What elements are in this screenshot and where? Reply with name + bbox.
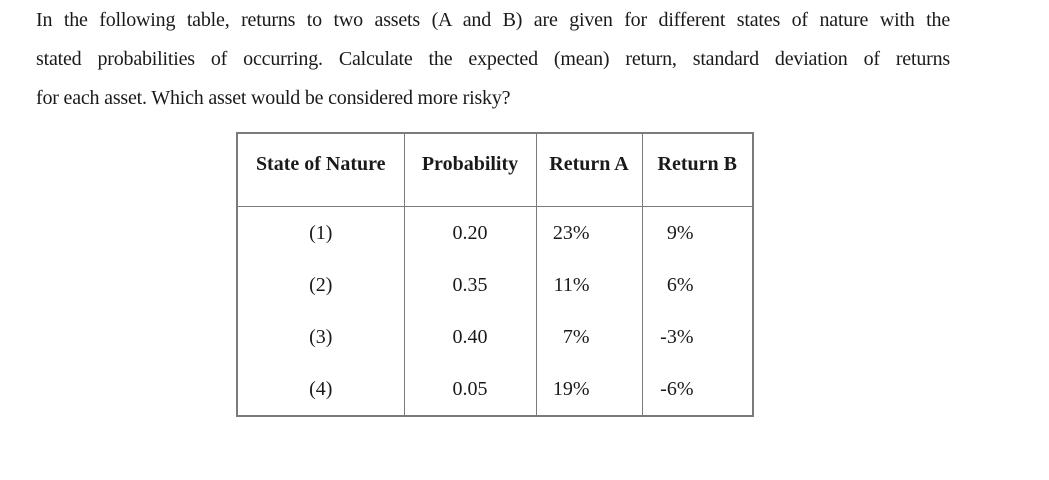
- cell-state: (3): [236, 311, 405, 363]
- table-header-row: State of Nature Probability Return A Ret…: [236, 133, 754, 207]
- table-row: (2) 0.35 11% 6%: [236, 259, 754, 311]
- return-a-value: 7%: [562, 325, 590, 348]
- return-a-value: 19%: [552, 377, 590, 400]
- return-b-value: -6%: [660, 377, 694, 400]
- cell-return-b: 9%: [641, 206, 754, 259]
- question-line: for each asset. Which asset would be con…: [36, 87, 511, 109]
- cell-probability: 0.05: [403, 363, 537, 416]
- table-row: (3) 0.40 7% -3%: [236, 311, 754, 363]
- question-text: In the following table, returns to two a…: [36, 1, 950, 118]
- cell-return-b: -3%: [641, 311, 754, 363]
- return-b-value: -3%: [660, 325, 694, 348]
- return-a-value: 11%: [553, 273, 590, 296]
- cell-return-b: -6%: [641, 363, 754, 416]
- cell-probability: 0.20: [403, 206, 537, 259]
- cell-state: (2): [236, 259, 405, 311]
- cell-state: (1): [236, 206, 405, 259]
- header-cell-state-of-nature: State of Nature: [236, 133, 405, 207]
- table-row: (4) 0.05 19% -6%: [236, 363, 754, 416]
- cell-state: (4): [236, 363, 405, 416]
- question-line: In the following table, returns to two a…: [36, 9, 950, 31]
- header-cell-probability: Probability: [403, 133, 537, 207]
- returns-table: State of Nature Probability Return A Ret…: [236, 132, 754, 417]
- cell-return-b: 6%: [641, 259, 754, 311]
- cell-return-a: 19%: [535, 363, 643, 416]
- cell-return-a: 11%: [535, 259, 643, 311]
- header-cell-return-b: Return B: [641, 133, 754, 207]
- question-line: stated probabilities of occurring. Calcu…: [36, 48, 950, 70]
- table-row: (1) 0.20 23% 9%: [236, 206, 754, 259]
- return-a-value: 23%: [552, 221, 590, 244]
- header-cell-return-a: Return A: [535, 133, 643, 207]
- return-b-value: 9%: [666, 221, 694, 244]
- cell-probability: 0.35: [403, 259, 537, 311]
- cell-return-a: 23%: [535, 206, 643, 259]
- cell-return-a: 7%: [535, 311, 643, 363]
- cell-probability: 0.40: [403, 311, 537, 363]
- return-b-value: 6%: [666, 273, 694, 296]
